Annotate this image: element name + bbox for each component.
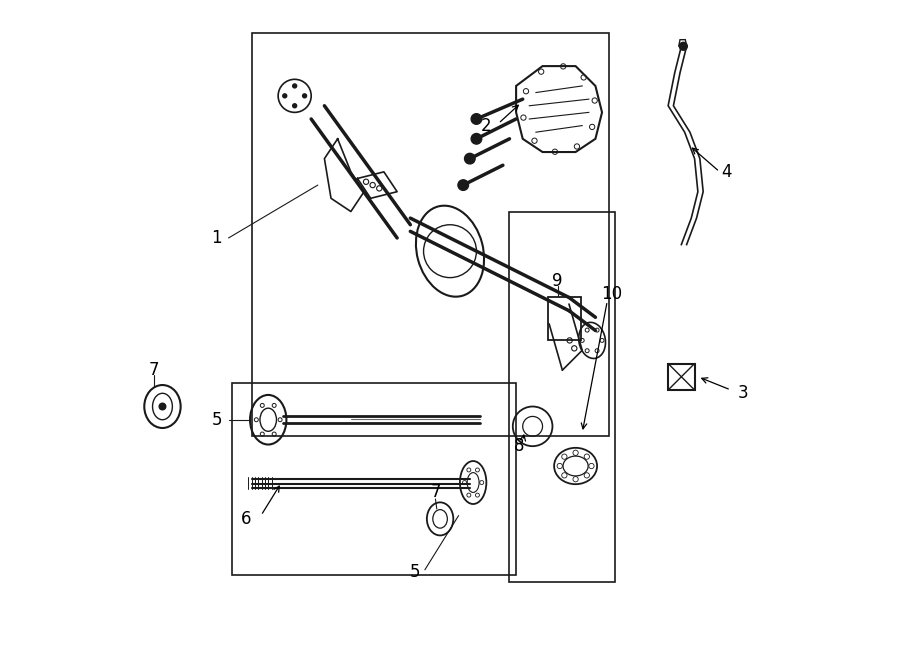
Text: 4: 4 <box>721 163 732 181</box>
Circle shape <box>464 153 475 164</box>
Text: 5: 5 <box>212 410 222 429</box>
Circle shape <box>458 180 469 190</box>
Text: 1: 1 <box>212 229 222 247</box>
Text: 2: 2 <box>481 116 491 135</box>
Circle shape <box>283 94 287 98</box>
Text: 3: 3 <box>737 384 748 403</box>
Text: 7: 7 <box>148 361 159 379</box>
Text: 10: 10 <box>600 285 622 303</box>
Text: 9: 9 <box>553 272 563 290</box>
Text: 6: 6 <box>241 510 252 528</box>
Bar <box>548 297 580 340</box>
Circle shape <box>472 134 482 144</box>
Circle shape <box>292 104 297 108</box>
Text: 7: 7 <box>430 483 441 502</box>
Text: 8: 8 <box>514 437 525 455</box>
Circle shape <box>472 114 482 124</box>
Circle shape <box>302 94 307 98</box>
Text: 5: 5 <box>410 563 420 581</box>
Circle shape <box>159 403 166 410</box>
Circle shape <box>680 42 688 50</box>
Circle shape <box>292 84 297 88</box>
